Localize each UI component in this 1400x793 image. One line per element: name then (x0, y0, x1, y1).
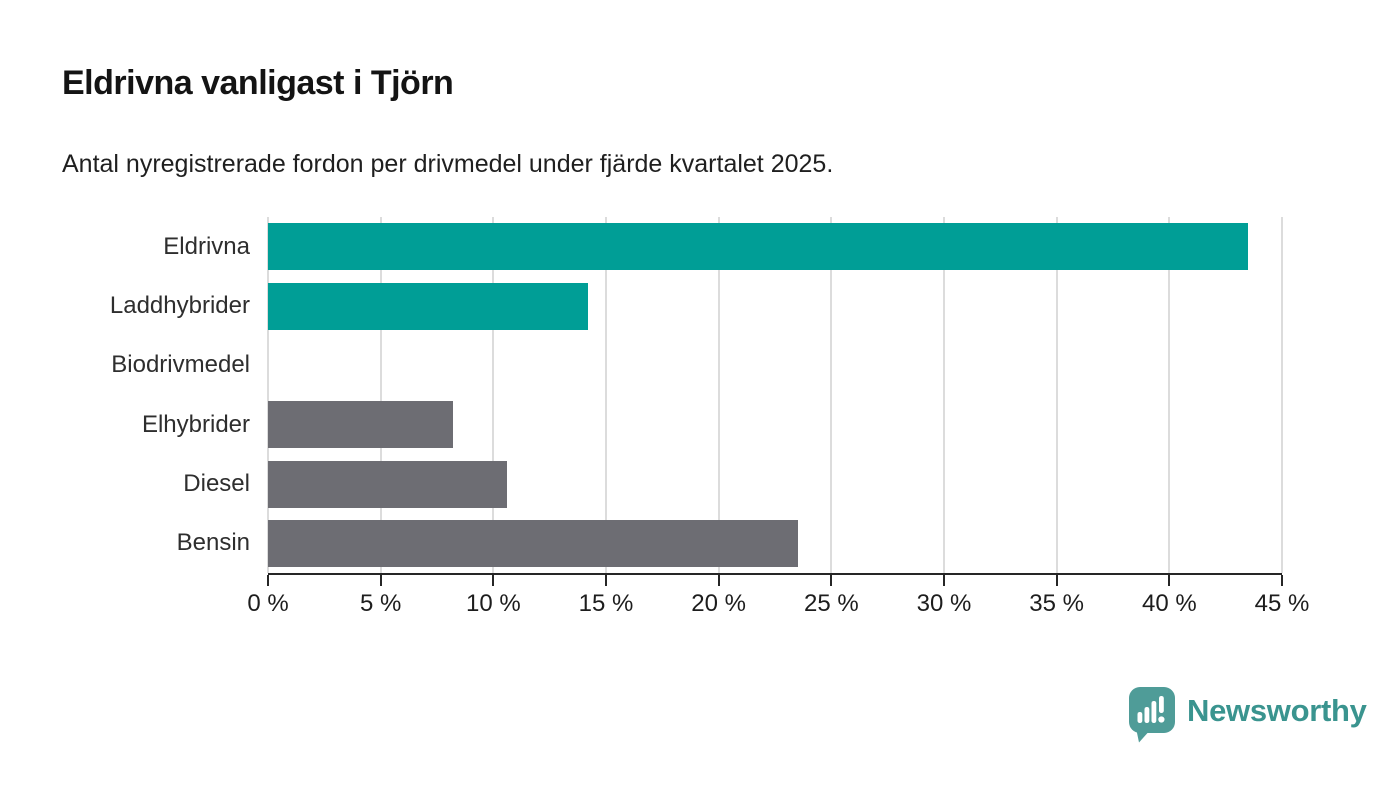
axis-tick (943, 575, 945, 586)
axis-tick (717, 575, 720, 586)
axis-tick (1168, 575, 1171, 586)
newsworthy-logo: Newsworthy (1128, 686, 1367, 743)
axis-tick-label: 35 % (1029, 590, 1085, 617)
chart-title: Eldrivna vanligast i Tjörn (62, 64, 454, 102)
gridline (717, 217, 720, 573)
x-axis: 0 % 5 % 10 % 15 % 20 % 25 % 30 % 35 % 40 % 45 % (247, 575, 1309, 625)
gridline (267, 217, 269, 573)
plot-area (267, 217, 1283, 575)
axis-tick-label: 25 % (803, 590, 859, 617)
category-label: Laddhybrider (109, 291, 250, 319)
gridline (830, 217, 833, 573)
axis-tick-label: 10 % (465, 590, 521, 617)
category-labels: Eldrivna Laddhybrider Biodrivmedel Elhybrid… (0, 217, 250, 573)
axis-tick-label: 40 % (1141, 590, 1197, 617)
gridline (1055, 217, 1058, 573)
category-label: Elhybrider (141, 410, 250, 438)
axis-tick-label: 45 % (1254, 590, 1310, 617)
bar-eldrivna (268, 223, 1249, 271)
chart-subtitle: Antal nyregistrerade fordon per drivmede… (62, 150, 834, 178)
gridline (379, 217, 382, 573)
axis-tick-label: 0 % (247, 590, 289, 617)
axis-tick (1055, 575, 1058, 586)
axis-tick-label: 20 % (691, 590, 747, 617)
newsworthy-logo-text: Newsworthy (1187, 693, 1367, 728)
axis-tick (830, 575, 833, 586)
newsworthy-logo-icon (1129, 687, 1175, 743)
axis-tick-label: 5 % (359, 590, 402, 617)
bar-diesel (268, 460, 507, 508)
axis-tick (267, 575, 269, 586)
category-label: Eldrivna (163, 232, 250, 260)
axis-tick (379, 575, 382, 586)
gridline (943, 217, 945, 573)
gridline (605, 217, 607, 573)
category-label: Diesel (183, 469, 250, 497)
axis-tick (492, 575, 495, 586)
category-label: Bensin (176, 529, 250, 557)
axis-tick-label: 15 % (578, 590, 634, 617)
gridline (492, 217, 495, 573)
bar-laddhybrider (268, 282, 588, 330)
bar-elhybrider (268, 401, 453, 449)
bar-bensin (268, 519, 798, 567)
gridline (1168, 217, 1171, 573)
gridline (1281, 217, 1283, 573)
axis-tick (1281, 575, 1283, 586)
axis-tick (605, 575, 607, 586)
axis-tick-label: 30 % (916, 590, 972, 617)
category-label: Biodrivmedel (111, 351, 250, 379)
